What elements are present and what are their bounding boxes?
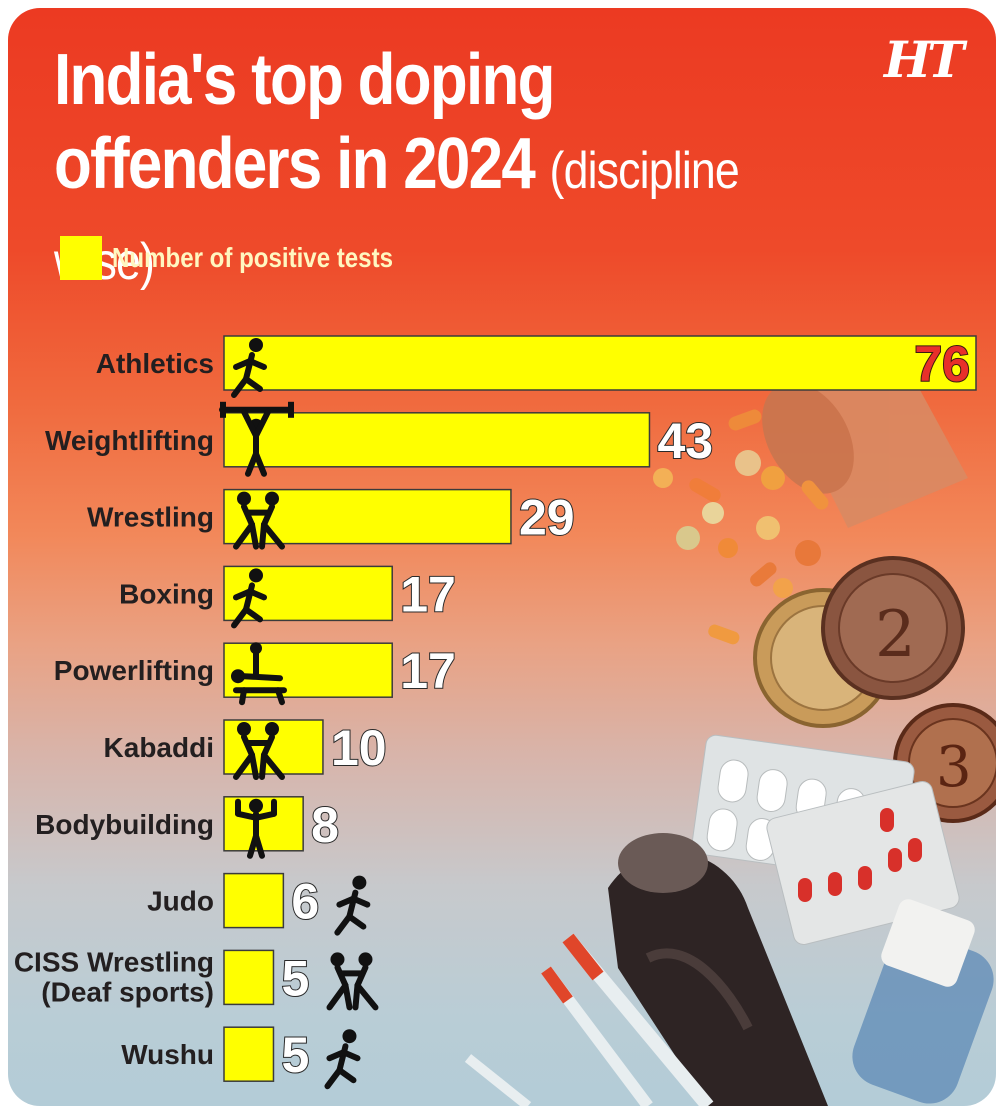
value-label: 10 [331, 720, 387, 776]
value-label: 17 [400, 566, 456, 622]
category-label: Wrestling [87, 502, 214, 533]
category-label: Kabaddi [104, 732, 214, 763]
wrestlers-icon [326, 952, 379, 1011]
category-label-line: CISS Wrestling [14, 946, 214, 977]
category-label-line: Powerlifting [54, 655, 214, 686]
category-label-line: Weightlifting [45, 425, 214, 456]
powerlifter-icon [231, 642, 287, 706]
value-label: 17 [400, 643, 456, 699]
category-label: Bodybuilding [35, 809, 214, 840]
category-label: Wushu [121, 1039, 214, 1070]
value-label: 43 [657, 413, 713, 469]
category-label-line: Judo [147, 886, 214, 917]
value-label: 76 [914, 336, 970, 392]
runner-icon [231, 338, 267, 398]
kabaddi-players-icon [233, 722, 285, 780]
category-label-line: Athletics [96, 348, 214, 379]
category-label: Powerlifting [54, 655, 214, 686]
category-label: CISS Wrestling (Deaf sports) [14, 946, 214, 1007]
legend-swatch [60, 236, 102, 280]
chart-title: India's top doping offenders in 2024 (di… [54, 38, 828, 304]
title-subtitle: (discipline wise) [54, 142, 740, 291]
bar [223, 335, 977, 391]
bar [223, 872, 285, 929]
category-label-line: (Deaf sports) [41, 976, 214, 1007]
value-label: 5 [281, 950, 309, 1006]
bar [223, 1026, 275, 1082]
weightlifter-icon [219, 401, 294, 477]
category-label-line: Bodybuilding [35, 809, 214, 840]
category-label-line: Boxing [119, 578, 214, 609]
category-label: Athletics [96, 348, 214, 379]
title-line-1: India's top doping [54, 40, 555, 120]
wrestlers-icon [233, 491, 285, 550]
value-label: 6 [291, 874, 319, 930]
category-label: Weightlifting [45, 425, 214, 456]
category-label-line: Kabaddi [104, 732, 214, 763]
legend-label: Number of positive tests [112, 242, 393, 273]
infographic-card: 2 3 [8, 8, 996, 1106]
bar-chart: Athletics 76 Weightlifting 43 Wrestling 29 Box… [14, 335, 977, 1090]
category-label: Boxing [119, 578, 214, 609]
boxer-icon [231, 568, 267, 629]
value-label: 5 [281, 1027, 309, 1083]
category-label-line: Wushu [121, 1039, 214, 1070]
bar [223, 949, 275, 1006]
ht-logo: HT [884, 30, 964, 89]
title-line-2: offenders in 2024 [54, 124, 536, 204]
wushu-fighter-icon [324, 1029, 361, 1090]
category-label: Judo [147, 886, 214, 917]
category-label-line: Wrestling [87, 502, 214, 533]
value-label: 29 [519, 490, 575, 546]
judoka-icon [334, 875, 371, 936]
bar [223, 412, 651, 468]
bodybuilder-icon [235, 798, 277, 859]
value-label: 8 [311, 797, 339, 853]
